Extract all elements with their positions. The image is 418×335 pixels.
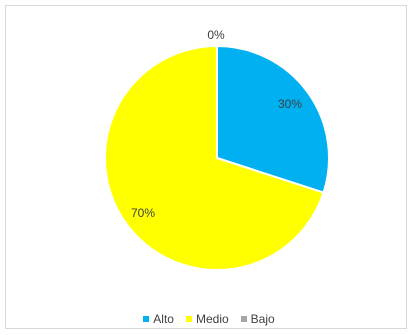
legend: Alto Medio Bajo bbox=[0, 312, 418, 326]
data-label-medio: 70% bbox=[131, 206, 155, 220]
legend-item-medio: Medio bbox=[185, 312, 229, 326]
pie-slice-alto bbox=[216, 44, 331, 194]
pie-slice-medio bbox=[104, 44, 325, 271]
data-label-alto: 30% bbox=[278, 97, 302, 111]
legend-item-alto: Alto bbox=[143, 312, 174, 326]
legend-label-alto: Alto bbox=[153, 312, 174, 326]
legend-swatch-medio bbox=[185, 316, 192, 322]
legend-item-bajo: Bajo bbox=[240, 312, 275, 326]
legend-label-medio: Medio bbox=[195, 312, 229, 326]
legend-swatch-bajo bbox=[240, 316, 247, 322]
legend-swatch-alto bbox=[143, 316, 150, 322]
legend-label-bajo: Bajo bbox=[250, 312, 275, 326]
data-label-bajo: 0% bbox=[207, 28, 225, 42]
